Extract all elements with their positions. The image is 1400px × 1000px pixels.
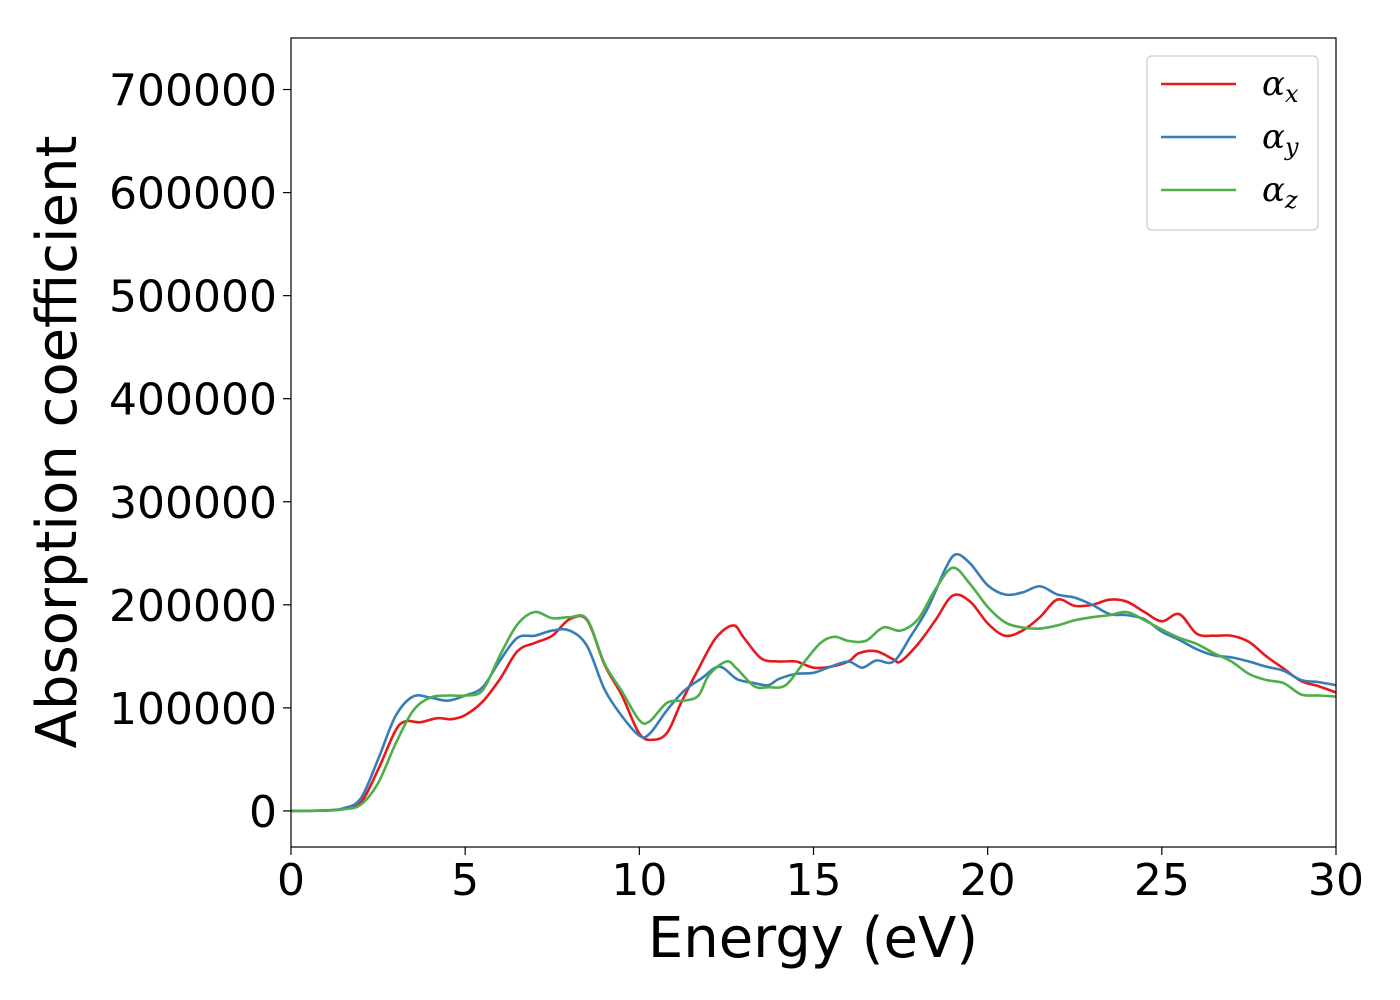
series-line-z	[291, 566, 1336, 813]
x-tick-label: 15	[786, 855, 842, 906]
legend-symbol: α	[1262, 117, 1285, 157]
y-tick-label: 300000	[109, 478, 277, 529]
y-tick-label: 400000	[109, 375, 277, 426]
x-tick-label: 30	[1308, 855, 1364, 906]
y-axis: 0 100000 200000 300000 400000 500000 600000 700…	[109, 66, 291, 838]
x-tick-label: 25	[1134, 855, 1190, 906]
y-tick-label: 600000	[109, 169, 277, 220]
y-tick-label: 700000	[109, 66, 277, 117]
legend-label-y: αy	[1262, 117, 1299, 161]
legend-subscript: z	[1284, 186, 1298, 214]
legend-symbol: α	[1262, 170, 1285, 210]
x-tick-label: 20	[960, 855, 1016, 906]
x-tick-label: 0	[277, 855, 305, 906]
x-tick-label: 10	[611, 855, 667, 906]
y-axis-title: Absorption coefficient	[25, 136, 90, 749]
legend-box	[1146, 55, 1319, 231]
y-tick-label: 100000	[109, 684, 277, 735]
series-line-y	[291, 553, 1336, 813]
legend-subscript: x	[1285, 80, 1299, 108]
series-layer	[291, 553, 1336, 813]
legend-subscript: y	[1284, 133, 1299, 161]
legend-symbol: α	[1262, 64, 1285, 104]
x-tick-label: 5	[451, 855, 479, 906]
y-tick-label: 200000	[109, 581, 277, 632]
x-axis-title: Energy (eV)	[648, 906, 978, 971]
legend-label-x: αx	[1262, 64, 1299, 108]
plot-area	[290, 37, 1337, 848]
legend-label-z: αz	[1262, 170, 1298, 214]
x-axis: 0 5 10 15 20 25 30	[277, 847, 1364, 906]
series-line-x	[291, 593, 1336, 813]
y-tick-label: 500000	[109, 272, 277, 323]
y-tick-label: 0	[249, 787, 277, 838]
